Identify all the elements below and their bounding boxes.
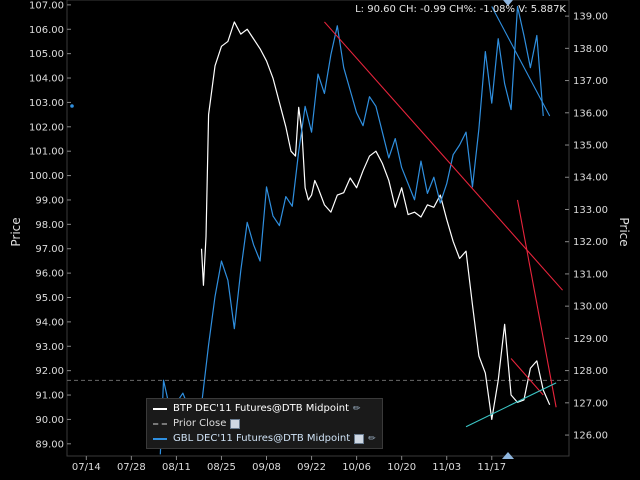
x-tick-label: 07/14	[72, 462, 101, 473]
left-tick-label: 96.00	[35, 269, 64, 280]
plot-area	[66, 0, 570, 457]
pin-icon[interactable]: ✏	[353, 403, 361, 414]
trendline[interactable]	[510, 358, 544, 396]
left-tick-label: 92.00	[35, 366, 64, 377]
left-axis: 107.00 106.00 105.00 104.00 103.00 102.00 101.…	[29, 0, 71, 450]
left-axis-title: Price	[9, 217, 23, 246]
top-marker-icon[interactable]	[503, 0, 513, 6]
bottom-marker-icon[interactable]	[502, 452, 514, 459]
series-group	[159, 5, 551, 455]
legend-label: Prior Close	[173, 418, 227, 429]
legend-item-btp[interactable]: BTP DEC'11 Futures@DTB Midpoint ✏	[153, 401, 376, 416]
gbl-series-line	[159, 5, 544, 455]
x-tick-label: 08/11	[162, 462, 191, 473]
right-tick-label: 132.00	[573, 237, 608, 248]
x-axis: 07/14 07/28 08/11 08/25 09/08 09/22 10/06 10/20…	[72, 456, 506, 473]
pin-icon[interactable]: ✏	[368, 433, 376, 444]
checkbox-icon[interactable]	[230, 418, 241, 429]
trendlines[interactable]	[324, 6, 563, 428]
left-tick-label: 100.00	[29, 171, 64, 182]
trendline[interactable]	[516, 199, 557, 408]
left-tick-label: 97.00	[35, 244, 64, 255]
left-tick-label: 104.00	[29, 74, 64, 85]
left-tick-label: 98.00	[35, 220, 64, 231]
right-tick-label: 128.00	[573, 366, 608, 377]
left-tick-label: 93.00	[35, 342, 64, 353]
trendline[interactable]	[465, 382, 557, 428]
legend-label: GBL DEC'11 Futures@DTB Midpoint	[173, 433, 351, 444]
right-tick-label: 135.00	[573, 141, 608, 152]
trendline[interactable]	[324, 21, 563, 291]
x-tick-label: 09/08	[252, 462, 281, 473]
right-tick-label: 138.00	[573, 44, 608, 55]
legend-swatch	[153, 422, 167, 425]
left-tick-label: 99.00	[35, 195, 64, 206]
left-tick-label: 105.00	[29, 49, 64, 60]
left-tick-label: 101.00	[29, 147, 64, 158]
right-tick-label: 139.00	[573, 12, 608, 23]
right-tick-label: 134.00	[573, 173, 608, 184]
legend-item-prior-close[interactable]: Prior Close	[153, 416, 376, 431]
x-tick-label: 07/28	[117, 462, 146, 473]
legend-swatch	[153, 407, 167, 410]
right-tick-label: 130.00	[573, 302, 608, 313]
left-tick-label: 91.00	[35, 391, 64, 402]
right-tick-label: 137.00	[573, 76, 608, 87]
left-tick-label: 103.00	[29, 98, 64, 109]
left-tick-label: 107.00	[29, 0, 64, 11]
gbl-start-dot	[70, 104, 74, 108]
legend-label: BTP DEC'11 Futures@DTB Midpoint	[173, 403, 349, 414]
trendline[interactable]	[491, 6, 551, 117]
btp-series-line	[200, 21, 551, 421]
x-tick-label: 10/20	[387, 462, 416, 473]
x-tick-label: 11/17	[477, 462, 506, 473]
legend-swatch	[153, 437, 167, 440]
x-tick-label: 08/25	[207, 462, 236, 473]
left-tick-label: 89.00	[35, 439, 64, 450]
left-tick-label: 106.00	[29, 25, 64, 36]
right-tick-label: 126.00	[573, 431, 608, 442]
x-tick-label: 11/03	[432, 462, 461, 473]
right-tick-label: 136.00	[573, 108, 608, 119]
right-tick-label: 131.00	[573, 269, 608, 280]
legend-item-gbl[interactable]: GBL DEC'11 Futures@DTB Midpoint ✏	[153, 431, 376, 446]
checkbox-icon[interactable]	[354, 433, 365, 444]
right-axis-title: Price	[617, 217, 631, 246]
right-tick-label: 129.00	[573, 334, 608, 345]
right-tick-label: 127.00	[573, 398, 608, 409]
legend: BTP DEC'11 Futures@DTB Midpoint ✏ Prior …	[146, 398, 383, 449]
right-axis: 139.00 138.00 137.00 136.00 135.00 134.00 133.…	[565, 12, 608, 442]
price-status-bar: L: 90.60 CH: -0.99 CH%: -1.08% V: 5.887K	[355, 4, 566, 15]
right-tick-label: 133.00	[573, 205, 608, 216]
x-tick-label: 10/06	[342, 462, 371, 473]
left-tick-label: 102.00	[29, 122, 64, 133]
left-tick-label: 90.00	[35, 415, 64, 426]
left-tick-label: 95.00	[35, 293, 64, 304]
x-tick-label: 09/22	[297, 462, 326, 473]
left-tick-label: 94.00	[35, 317, 64, 328]
